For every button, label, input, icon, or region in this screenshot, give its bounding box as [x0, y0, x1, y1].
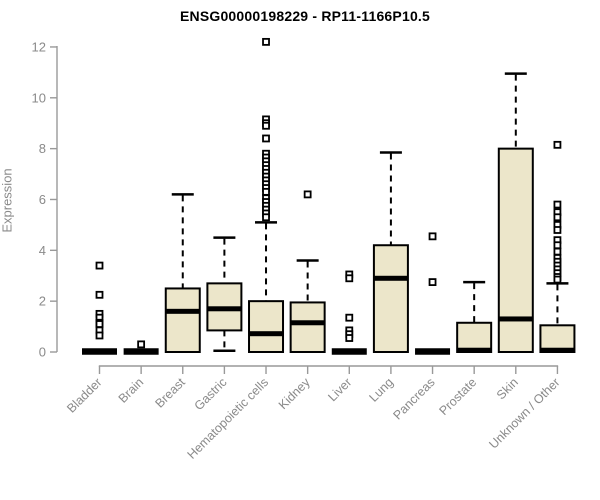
y-tick-label: 4 — [39, 243, 46, 258]
outlier-point — [262, 187, 270, 196]
median-line — [457, 347, 492, 353]
y-tick-label: 12 — [32, 39, 46, 54]
iqr-box — [497, 147, 534, 353]
x-tick-label: Lung — [366, 375, 396, 405]
box-group-brain — [123, 340, 159, 355]
outlier-point — [262, 134, 270, 143]
iqr-box — [539, 324, 576, 353]
x-tick-label: Liver — [325, 375, 354, 404]
median-line — [540, 347, 575, 353]
y-tick-label: 8 — [39, 141, 46, 156]
box-group-hematopoietic-cells — [248, 37, 285, 354]
outlier-point — [553, 226, 562, 234]
outlier-point — [303, 190, 312, 199]
outlier-point — [553, 247, 562, 256]
box-group-breast — [164, 193, 201, 354]
x-tick-label: Unknown / Other — [486, 375, 562, 451]
outlier-point — [95, 331, 104, 340]
x-tick-label: Gastric — [192, 375, 230, 413]
box-group-kidney — [289, 190, 326, 353]
median-line — [290, 320, 325, 326]
flat-box — [123, 348, 159, 355]
outlier-point — [262, 37, 270, 46]
x-tick-label: Prostate — [436, 375, 479, 418]
outlier-point — [262, 213, 270, 222]
x-tick-label: Skin — [494, 375, 521, 402]
x-tick-label: Breast — [152, 375, 188, 411]
outlier-point — [553, 213, 562, 222]
median-line — [249, 331, 284, 337]
box-group-skin — [497, 72, 534, 353]
outlier-point — [95, 290, 104, 299]
chart-title: ENSG00000198229 - RP11-1166P10.5 — [179, 8, 431, 24]
x-tick-label: Brain — [116, 375, 147, 406]
y-tick-label: 6 — [39, 192, 46, 207]
box-group-prostate — [456, 280, 493, 353]
outlier-point — [553, 140, 562, 149]
median-line — [165, 308, 200, 314]
flat-box — [82, 348, 117, 355]
x-tick-label: Pancreas — [390, 375, 437, 422]
outlier-point — [553, 200, 562, 209]
median-line — [207, 306, 242, 312]
iqr-box — [289, 301, 326, 353]
outlier-point — [95, 320, 104, 328]
outlier-point — [428, 278, 437, 286]
y-tick-label: 2 — [39, 294, 46, 309]
outlier-point — [553, 275, 562, 284]
y-tick-label: 0 — [39, 345, 46, 360]
y-axis: 0 2 4 6 8 10 12 — [32, 39, 58, 360]
median-line — [373, 275, 408, 281]
median-line — [498, 316, 533, 322]
x-tick-label: Kidney — [276, 375, 313, 412]
outlier-point — [345, 313, 354, 322]
outlier-point — [95, 261, 104, 270]
outlier-point — [345, 334, 354, 342]
x-tick-label: Hematopoietic cells — [185, 375, 272, 462]
iqr-box — [372, 244, 409, 353]
outlier-point — [137, 340, 146, 349]
flat-box — [415, 348, 451, 355]
x-tick-label: Bladder — [64, 375, 104, 415]
y-tick-label: 10 — [32, 90, 46, 105]
outlier-point — [345, 274, 354, 283]
box-group-unknown-other — [539, 140, 576, 353]
box-group-gastric — [206, 236, 243, 352]
iqr-box — [248, 300, 285, 354]
iqr-box — [164, 287, 201, 354]
outlier-point — [553, 241, 562, 250]
box-group-liver — [331, 270, 367, 355]
outlier-point — [428, 232, 437, 241]
box-group-bladder — [82, 261, 117, 355]
iqr-box — [456, 321, 493, 353]
outlier-point — [262, 121, 270, 130]
flat-box — [331, 348, 367, 355]
box-group-lung — [372, 151, 409, 353]
box-group-pancreas — [415, 232, 451, 355]
